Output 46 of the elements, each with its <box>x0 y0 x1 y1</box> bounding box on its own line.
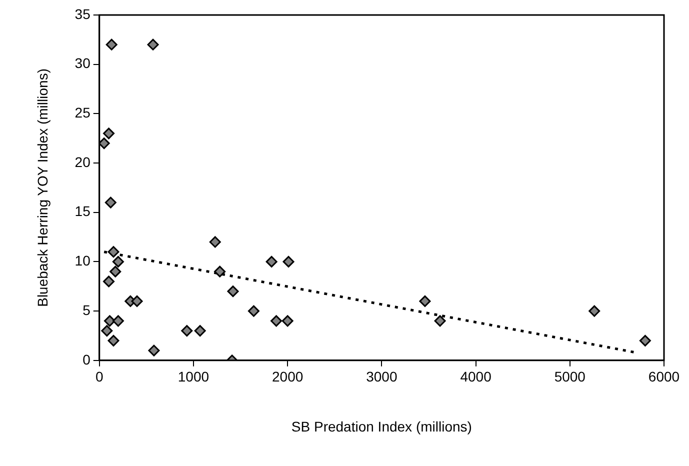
point <box>266 256 278 268</box>
point <box>434 315 446 327</box>
x-tick-label: 3000 <box>366 368 398 385</box>
x-tick-label: 6000 <box>648 368 680 385</box>
point <box>112 315 124 327</box>
point <box>99 138 110 150</box>
point <box>131 295 143 307</box>
x-tick-label: 2000 <box>272 368 304 385</box>
y-tick-label: 25 <box>74 104 91 121</box>
point <box>148 344 160 356</box>
point <box>588 305 600 317</box>
point <box>214 266 226 278</box>
point <box>104 196 116 208</box>
point <box>101 325 113 337</box>
x-axis-title: SB Predation Index (millions) <box>291 418 472 434</box>
y-tick-label: 5 <box>82 302 91 318</box>
point <box>282 315 294 327</box>
point <box>209 236 221 248</box>
point <box>106 38 118 50</box>
y-tick-label: 0 <box>82 351 91 368</box>
point <box>194 325 206 337</box>
y-tick-label: 20 <box>74 154 91 170</box>
y-tick-label: 30 <box>74 55 91 72</box>
point <box>103 128 115 140</box>
point <box>110 266 122 278</box>
y-tick-label: 35 <box>74 6 91 22</box>
y-tick-label: 15 <box>74 203 91 220</box>
point <box>147 38 159 50</box>
point <box>248 305 260 317</box>
x-tick-label: 1000 <box>178 368 210 385</box>
y-tick-label: 10 <box>74 252 91 269</box>
point <box>270 315 282 327</box>
x-tick-label: 4000 <box>460 368 492 385</box>
x-tick-label: 5000 <box>554 368 586 385</box>
point <box>419 295 431 307</box>
point <box>282 256 294 268</box>
point <box>112 256 124 268</box>
point <box>103 276 115 288</box>
point <box>104 315 116 327</box>
point <box>181 325 193 337</box>
point <box>108 246 120 258</box>
point <box>227 286 239 298</box>
x-tick-label: 0 <box>95 368 104 385</box>
y-axis-title: Blueback Herring YOY Index (millions) <box>34 68 50 307</box>
point <box>639 334 651 346</box>
point <box>108 334 120 346</box>
